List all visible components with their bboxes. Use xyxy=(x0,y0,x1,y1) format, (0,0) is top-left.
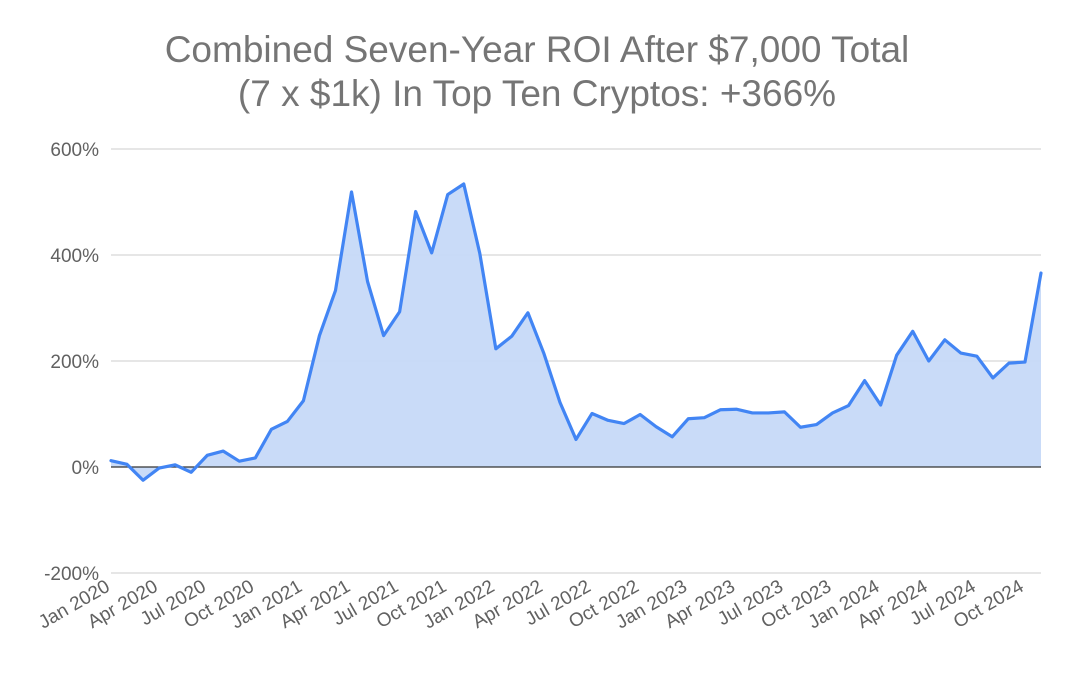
y-tick-label: 0% xyxy=(72,458,100,479)
area-series xyxy=(111,183,1041,481)
line-series xyxy=(109,182,1043,482)
area-fill xyxy=(111,183,1041,481)
chart-title-line-1: Combined Seven-Year ROI After $7,000 Tot… xyxy=(164,29,910,70)
y-tick-label: 400% xyxy=(50,246,99,267)
grid-lines xyxy=(111,148,1041,574)
y-tick-label: -200% xyxy=(44,564,99,585)
chart-title: Combined Seven-Year ROI After $7,000 Tot… xyxy=(0,28,1074,116)
y-axis-ticks: -200% 0% 200% 400% 600% xyxy=(44,140,99,585)
y-tick-label: 200% xyxy=(50,352,99,373)
series-line xyxy=(109,182,1043,482)
y-tick-label: 600% xyxy=(50,140,99,161)
chart-title-line-2: (7 x $1k) In Top Ten Cryptos: +366% xyxy=(237,73,837,114)
